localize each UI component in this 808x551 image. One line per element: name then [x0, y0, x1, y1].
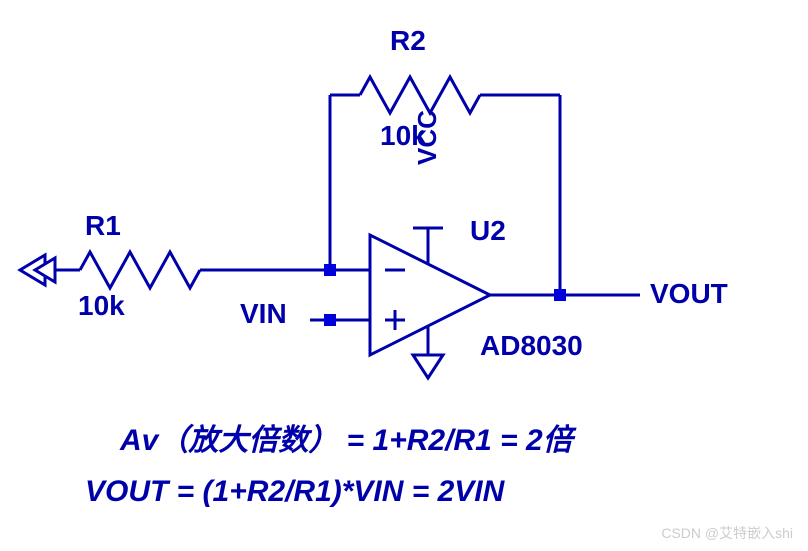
formula-vout: VOUT = (1+R2/R1)*VIN = 2VIN [85, 475, 504, 509]
node-inverting [324, 264, 336, 276]
node-noninverting [324, 314, 336, 326]
watermark: CSDN @艾特嵌入shi [661, 523, 793, 543]
vin-label: VIN [240, 298, 287, 330]
vcc-label: VCC [412, 110, 443, 165]
opamp-part: AD8030 [480, 330, 583, 362]
node-output [554, 289, 566, 301]
opamp-refdes: U2 [470, 215, 506, 247]
r1-value: 10k [78, 290, 125, 322]
formula-gain: Av（放大倍数） = 1+R2/R1 = 2倍 [120, 415, 573, 459]
circuit-schematic [0, 0, 808, 551]
vout-label: VOUT [650, 278, 728, 310]
r1-name: R1 [85, 210, 121, 242]
r2-name: R2 [390, 25, 426, 57]
